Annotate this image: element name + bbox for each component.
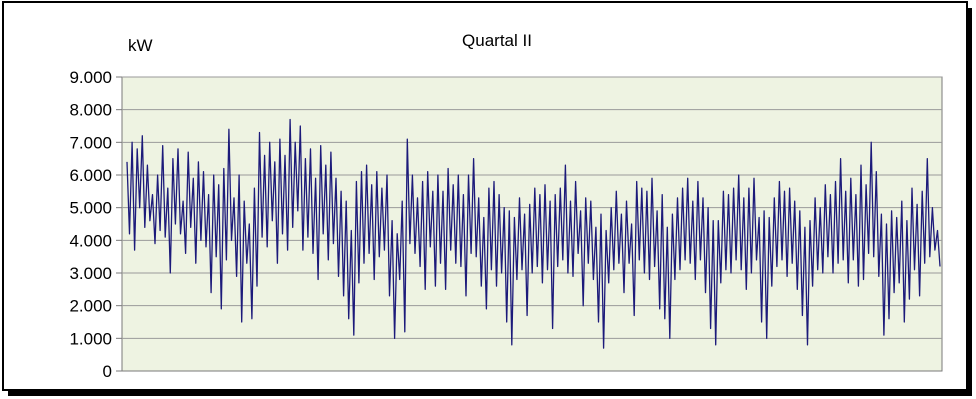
series-group — [126, 118, 941, 349]
y-tick-label: 8.000 — [69, 101, 112, 120]
y-tick-label: 7.000 — [69, 133, 112, 152]
y-tick-label: 6.000 — [69, 166, 112, 185]
y-tick-label: 9.000 — [69, 68, 112, 87]
y-tick-label: 1.000 — [69, 329, 112, 348]
y-tick-label: 5.000 — [69, 199, 112, 218]
y-tick-label: 2.000 — [69, 297, 112, 316]
y-tick-label: 4.000 — [69, 231, 112, 250]
y-tick-label: 0 — [103, 362, 112, 381]
series-line — [126, 118, 941, 349]
y-axis-unit-label: kW — [128, 36, 153, 55]
y-tick-label: 3.000 — [69, 264, 112, 283]
y-axis: 9.000 8.000 7.000 6.000 5.000 4.000 3.000 2.000… — [69, 68, 122, 381]
chart-title: Quartal II — [462, 31, 532, 50]
